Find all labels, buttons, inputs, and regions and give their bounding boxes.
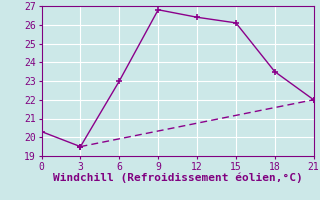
X-axis label: Windchill (Refroidissement éolien,°C): Windchill (Refroidissement éolien,°C): [53, 173, 302, 183]
